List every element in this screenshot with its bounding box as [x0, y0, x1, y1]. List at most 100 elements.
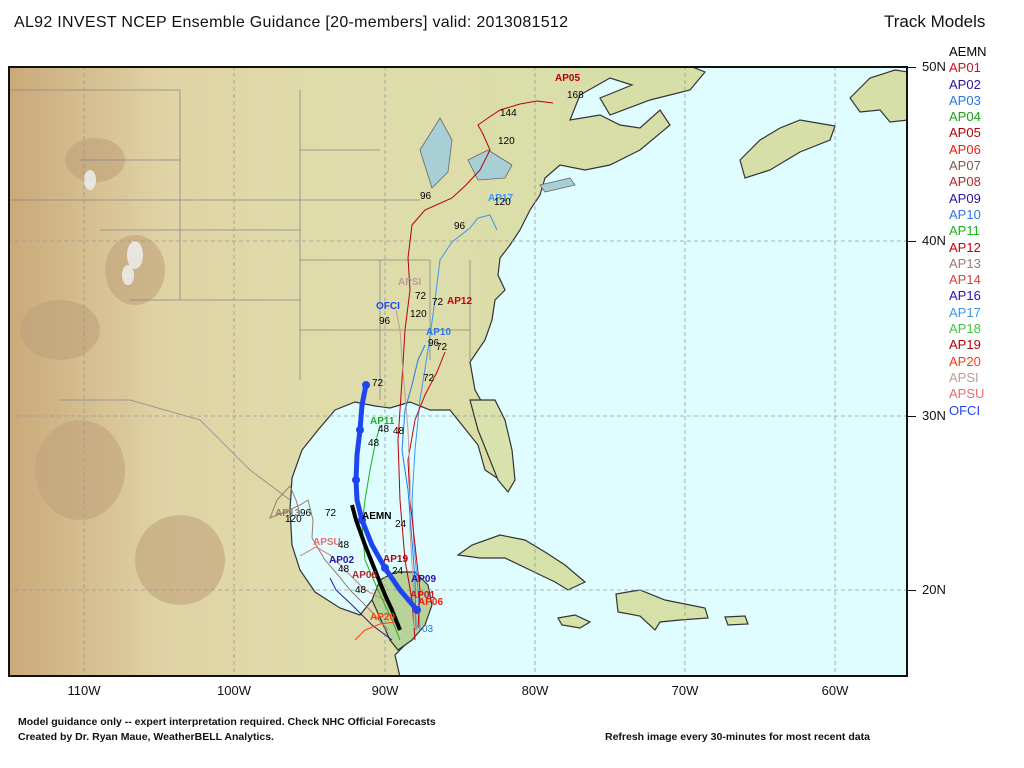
- map-label: 48: [355, 585, 367, 596]
- track-ap10: [401, 344, 426, 631]
- map-label: AP19: [383, 554, 408, 565]
- map-label: 120: [494, 197, 511, 208]
- legend-item-ap16: AP16: [949, 288, 981, 304]
- map-label: OFCI: [376, 301, 400, 312]
- map-label: AP05: [555, 73, 580, 84]
- lon-label-110w: 110W: [67, 683, 101, 698]
- terrain-highlights: [20, 138, 225, 605]
- track-ap02: [329, 577, 393, 641]
- track-ap13: [269, 485, 389, 631]
- map-label: AP13: [275, 508, 300, 519]
- track-apsi: [395, 309, 415, 629]
- map-label: 72: [432, 297, 444, 308]
- map-label: 72: [325, 508, 337, 519]
- map-label: 24: [395, 519, 407, 530]
- map-label: 96: [420, 191, 432, 202]
- chart-title: AL92 INVEST NCEP Ensemble Guidance [20-m…: [14, 14, 569, 31]
- credit-text: Created by Dr. Ryan Maue, WeatherBELL An…: [18, 731, 274, 743]
- refresh-text: Refresh image every 30-minutes for most …: [605, 731, 870, 743]
- map-label: 96: [454, 221, 466, 232]
- track-ap05: [397, 100, 554, 641]
- legend-item-ofci: OFCI: [949, 402, 981, 418]
- track-ap12: [407, 351, 446, 629]
- map-label: APSI: [398, 277, 422, 288]
- cuba-land: [456, 534, 587, 591]
- disclaimer-text: Model guidance only -- expert interpreta…: [18, 716, 436, 728]
- map-label: AP12: [447, 296, 472, 307]
- legend-item-ap02: AP02: [949, 76, 981, 92]
- state-borders: [10, 89, 471, 400]
- legend-item-ap17: AP17: [949, 304, 981, 320]
- map-label: AP10: [426, 327, 451, 338]
- legend-item-ap13: AP13: [949, 255, 981, 271]
- map-label: 72: [423, 373, 435, 384]
- newfoundland-land: [849, 69, 906, 123]
- track-ap20: [354, 621, 396, 641]
- map-label: 120: [498, 136, 515, 147]
- map-label: 120: [410, 309, 427, 320]
- lat-tick: [908, 241, 916, 242]
- legend-item-ap08: AP08: [949, 174, 981, 190]
- map-label: AEMN: [362, 511, 391, 522]
- map-label: AP01: [410, 590, 435, 601]
- legend-item-ap19: AP19: [949, 337, 981, 353]
- lon-label-90w: 90W: [371, 683, 399, 698]
- lon-label-80w: 80W: [521, 683, 549, 698]
- legend-item-ap09: AP09: [949, 190, 981, 206]
- map-label: AP02: [329, 555, 354, 566]
- map-label: 48: [378, 424, 390, 435]
- lat-label-40n: 40N: [922, 233, 946, 248]
- nova-scotia-land: [739, 119, 836, 179]
- map-label: 48: [338, 540, 350, 551]
- lat-tick: [908, 590, 916, 591]
- map-label: APSU: [313, 537, 341, 548]
- map-label: AP20: [370, 612, 395, 623]
- lat-label-20n: 20N: [922, 582, 946, 597]
- legend-item-ap20: AP20: [949, 353, 981, 369]
- track-apsu: [299, 546, 386, 601]
- map-label: 144: [500, 108, 517, 119]
- ofci-points: [352, 381, 421, 614]
- legend-item-ap10: AP10: [949, 206, 981, 222]
- map-label: 72: [436, 342, 448, 353]
- graticule: [10, 68, 906, 675]
- snow-peaks: [84, 170, 143, 285]
- legend-item-ap04: AP04: [949, 109, 981, 125]
- legend-item-ap18: AP18: [949, 321, 981, 337]
- map-label: AP11: [370, 416, 395, 427]
- legend-item-ap12: AP12: [949, 239, 981, 255]
- legend-item-ap05: AP05: [949, 125, 981, 141]
- map-label: AP17: [488, 193, 513, 204]
- map-frame: AP05 168 144 120 96 AP17 120 96 APSI 72 72 AP12 OFCI…: [8, 66, 908, 677]
- map-label: 48: [393, 426, 405, 437]
- map-label: 48: [338, 564, 350, 575]
- legend-item-ap06: AP06: [949, 141, 981, 157]
- legend-item-aemn: AEMN: [949, 44, 987, 59]
- map-label: 96: [300, 508, 312, 519]
- lon-label-70w: 70W: [671, 683, 699, 698]
- legend-item-ap01: AP01: [949, 60, 981, 76]
- lat-label-30n: 30N: [922, 408, 946, 423]
- map-label: 96: [428, 338, 440, 349]
- us-mexico-border: [60, 399, 291, 501]
- map-label: 72: [415, 291, 427, 302]
- map-label: AP06: [352, 570, 377, 581]
- jamaica-land: [557, 614, 592, 629]
- florida-land: [469, 399, 516, 494]
- map-label: 03: [422, 624, 434, 635]
- lon-label-60w: 60W: [821, 683, 849, 698]
- map-label: AP06: [418, 597, 443, 608]
- map-label: 24: [392, 566, 404, 577]
- puerto-rico-land: [724, 615, 749, 626]
- map-label: 120: [285, 514, 302, 525]
- lat-tick: [908, 67, 916, 68]
- legend-item-ap14: AP14: [949, 272, 981, 288]
- great-lakes: [419, 117, 576, 193]
- legend-item-apsu: APSU: [949, 386, 985, 402]
- hispaniola-land: [615, 589, 709, 631]
- legend-item-ap07: AP07: [949, 158, 981, 174]
- legend-item-ap03: AP03: [949, 92, 981, 108]
- legend-item-ap11: AP11: [949, 223, 980, 239]
- map-label: 168: [567, 90, 584, 101]
